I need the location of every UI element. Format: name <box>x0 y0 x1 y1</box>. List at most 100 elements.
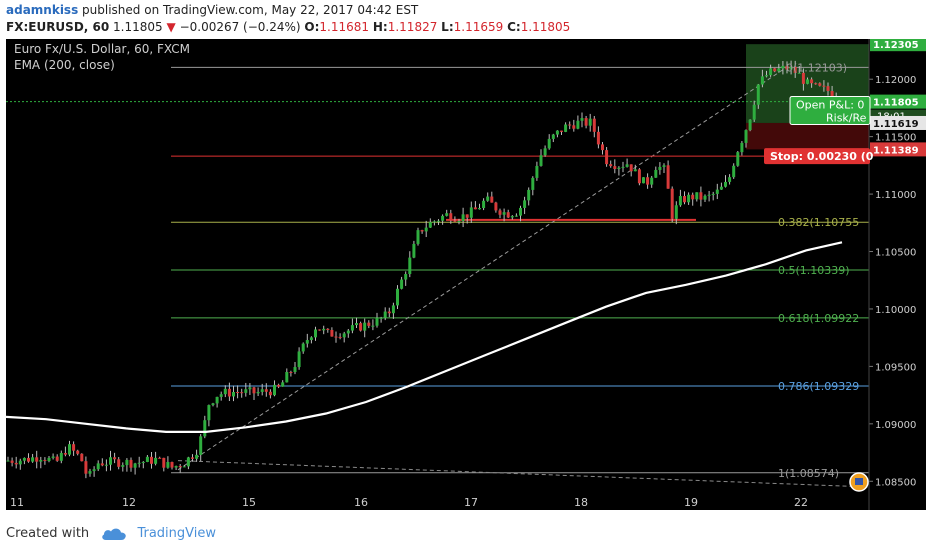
down-arrow-icon: ▼ <box>166 20 176 34</box>
candle <box>514 215 518 217</box>
candle <box>506 212 510 218</box>
candle <box>490 196 494 203</box>
candle <box>35 457 39 462</box>
candle <box>822 85 826 87</box>
candle <box>814 83 818 85</box>
candle <box>769 68 773 76</box>
candle <box>334 336 338 338</box>
candle <box>88 471 92 474</box>
candle <box>707 194 711 196</box>
candle <box>355 323 358 326</box>
candle <box>797 72 801 74</box>
candle <box>748 119 752 131</box>
candle <box>510 216 514 218</box>
y-tick-label: 1.10500 <box>875 248 916 259</box>
indicator-label: EMA (200, close) <box>14 58 115 72</box>
candle <box>572 125 576 129</box>
candle <box>68 444 71 455</box>
stop-price-tag: 1.11389 <box>873 145 919 156</box>
candle <box>199 436 203 455</box>
published-text: published on TradingView.com, May 22, 20… <box>82 3 419 17</box>
candle <box>322 328 326 331</box>
candle <box>166 462 170 468</box>
candle <box>383 311 387 318</box>
close-label: C: <box>507 20 521 34</box>
candle <box>301 343 305 352</box>
candle <box>285 371 289 383</box>
candle <box>260 389 264 392</box>
candle <box>252 387 256 394</box>
candle <box>740 142 744 153</box>
candle <box>502 212 506 215</box>
candle <box>670 188 674 219</box>
fib-trend-line[interactable] <box>177 67 787 471</box>
candle <box>568 124 572 126</box>
candle <box>765 75 768 77</box>
candle <box>654 169 658 178</box>
ema-line[interactable] <box>6 241 843 433</box>
x-tick-label: 17 <box>464 496 478 509</box>
candle <box>244 389 248 393</box>
stop-price-tag-bg <box>870 142 926 157</box>
candle <box>31 457 35 462</box>
candle <box>678 196 682 206</box>
candle <box>666 165 670 189</box>
x-tick-label: 12 <box>122 496 136 509</box>
tradingview-cloud-icon <box>102 528 127 540</box>
candle <box>535 165 539 178</box>
candle <box>658 166 662 170</box>
author-name[interactable]: adamnkiss <box>6 3 79 17</box>
stop-label: Stop: 0.00230 (0 <box>770 150 874 163</box>
candle <box>576 120 580 129</box>
candle <box>539 155 543 166</box>
candle <box>342 333 346 338</box>
candle <box>277 384 281 387</box>
trend-line[interactable] <box>177 460 870 488</box>
candle <box>129 459 133 468</box>
candle <box>691 194 695 200</box>
candle <box>256 391 260 394</box>
candle <box>195 454 199 459</box>
candle <box>6 460 10 462</box>
candle <box>551 134 555 139</box>
price-chart[interactable]: 0(1.12103) 0.382(1.10755 0.5(1.10339) 0.618… <box>6 39 926 510</box>
candle <box>121 465 125 467</box>
candle <box>580 118 584 121</box>
candle <box>314 329 317 338</box>
candle <box>457 221 461 223</box>
last-price-tag-bg <box>870 94 926 109</box>
candle <box>412 243 416 258</box>
candle <box>461 214 465 222</box>
stop-label-box[interactable] <box>764 148 870 165</box>
candle <box>445 213 449 216</box>
candle <box>609 164 613 167</box>
candle <box>51 456 55 458</box>
candle <box>359 323 363 331</box>
candle <box>186 457 190 467</box>
candle <box>363 322 367 331</box>
candle <box>687 194 691 203</box>
tradingview-brand[interactable]: TradingView <box>137 526 216 541</box>
candle <box>736 152 740 166</box>
candle <box>601 144 604 151</box>
low-value: 1.11659 <box>453 20 504 34</box>
candle <box>473 207 477 210</box>
candle <box>59 452 63 461</box>
candle <box>273 384 276 396</box>
candle <box>387 311 391 314</box>
candle <box>637 169 641 184</box>
target-price-tag-bg <box>870 39 926 52</box>
candle <box>391 305 395 314</box>
open-pl-box[interactable] <box>789 95 871 125</box>
loss-zone[interactable] <box>746 122 869 150</box>
high-label: H: <box>372 20 388 34</box>
candle <box>494 202 498 211</box>
candle <box>617 167 621 169</box>
candle <box>486 196 490 201</box>
candle <box>416 230 420 244</box>
candle <box>453 220 457 222</box>
candle <box>801 72 805 84</box>
candle <box>408 257 412 275</box>
candle <box>14 462 18 465</box>
candle <box>789 66 793 70</box>
